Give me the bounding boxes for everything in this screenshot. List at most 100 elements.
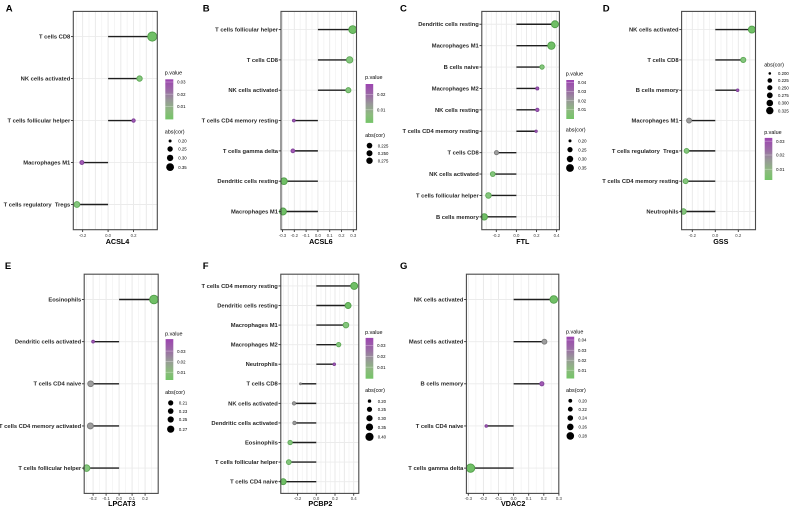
svg-text:-0.2: -0.2 — [480, 496, 488, 501]
svg-text:T cells regulatory Tregs: T cells regulatory Tregs — [612, 149, 679, 155]
svg-text:0.23: 0.23 — [179, 409, 188, 414]
svg-text:0.0: 0.0 — [513, 233, 520, 238]
svg-text:G: G — [400, 261, 407, 272]
svg-text:Macrophages M1: Macrophages M1 — [231, 209, 279, 215]
svg-text:LPCAT3: LPCAT3 — [108, 499, 135, 508]
svg-text:Macrophages M2: Macrophages M2 — [432, 86, 479, 92]
svg-text:0.4: 0.4 — [351, 496, 358, 501]
svg-text:Dendritic cells resting: Dendritic cells resting — [418, 22, 479, 28]
svg-text:NK cells activated: NK cells activated — [429, 172, 479, 178]
svg-text:0.1: 0.1 — [526, 496, 533, 501]
svg-text:p.value: p.value — [566, 329, 583, 335]
svg-text:-0.2: -0.2 — [291, 233, 299, 238]
svg-text:T cells CD4 memory resting: T cells CD4 memory resting — [201, 284, 278, 290]
svg-text:T cells CD4 memory resting: T cells CD4 memory resting — [402, 129, 479, 135]
svg-text:Dendritic cells activated: Dendritic cells activated — [211, 421, 278, 427]
svg-text:0.3: 0.3 — [556, 496, 563, 501]
svg-text:abs(cor): abs(cor) — [365, 388, 385, 394]
svg-text:-0.3: -0.3 — [465, 496, 473, 501]
svg-text:FTL: FTL — [516, 237, 530, 246]
svg-text:NK cells activated: NK cells activated — [629, 27, 679, 33]
svg-text:0.200: 0.200 — [778, 71, 789, 76]
svg-text:T cells gamma delta: T cells gamma delta — [223, 149, 279, 155]
svg-text:abs(cor): abs(cor) — [165, 130, 185, 136]
svg-text:0.2: 0.2 — [339, 233, 346, 238]
svg-text:0.0: 0.0 — [105, 233, 112, 238]
svg-text:0.02: 0.02 — [377, 354, 386, 359]
svg-text:0.28: 0.28 — [579, 434, 588, 439]
svg-text:0.03: 0.03 — [578, 89, 587, 94]
svg-text:Neutrophils: Neutrophils — [646, 209, 678, 215]
svg-text:NK cells activated: NK cells activated — [414, 297, 464, 303]
svg-text:0.04: 0.04 — [578, 338, 587, 343]
svg-text:B cells naive: B cells naive — [444, 65, 480, 71]
svg-text:0.02: 0.02 — [177, 92, 186, 97]
svg-text:Neutrophils: Neutrophils — [246, 362, 278, 368]
svg-text:0.20: 0.20 — [578, 139, 587, 144]
svg-text:NK cells activated: NK cells activated — [228, 88, 278, 94]
svg-text:0.03: 0.03 — [578, 348, 587, 353]
svg-text:0.0: 0.0 — [116, 496, 123, 501]
svg-text:0.2: 0.2 — [131, 233, 138, 238]
svg-text:0.20: 0.20 — [178, 139, 187, 144]
svg-text:0.01: 0.01 — [177, 370, 186, 375]
svg-text:F: F — [203, 261, 209, 272]
svg-text:Macrophages M1: Macrophages M1 — [632, 118, 680, 124]
svg-text:0.26: 0.26 — [579, 425, 588, 430]
svg-text:p.value: p.value — [764, 130, 781, 136]
svg-text:0.01: 0.01 — [377, 107, 386, 112]
svg-text:0.2: 0.2 — [142, 496, 149, 501]
svg-text:-0.1: -0.1 — [495, 496, 503, 501]
svg-text:p.value: p.value — [165, 70, 182, 76]
svg-text:Dendritic cells resting: Dendritic cells resting — [217, 303, 278, 309]
svg-text:0.1: 0.1 — [129, 496, 136, 501]
svg-text:T cells CD8: T cells CD8 — [39, 34, 71, 40]
svg-text:T cells CD4 naive: T cells CD4 naive — [416, 424, 464, 430]
svg-text:0.2: 0.2 — [735, 233, 742, 238]
svg-text:0.250: 0.250 — [378, 151, 389, 156]
svg-text:0.01: 0.01 — [578, 368, 587, 373]
svg-text:0.27: 0.27 — [179, 427, 188, 432]
svg-text:T cells CD4 memory resting: T cells CD4 memory resting — [602, 179, 679, 185]
svg-text:p.value: p.value — [165, 331, 182, 337]
svg-text:0.40: 0.40 — [378, 435, 387, 440]
svg-text:0.275: 0.275 — [778, 93, 789, 98]
svg-text:0.21: 0.21 — [179, 401, 188, 406]
svg-text:0.02: 0.02 — [177, 359, 186, 364]
svg-text:abs(cor): abs(cor) — [365, 133, 385, 139]
svg-text:Mast cells activated: Mast cells activated — [409, 340, 464, 346]
svg-text:0.24: 0.24 — [579, 416, 588, 421]
svg-text:0.30: 0.30 — [378, 416, 387, 421]
svg-text:T cells CD4 naive: T cells CD4 naive — [230, 480, 278, 486]
svg-text:-0.1: -0.1 — [302, 233, 310, 238]
svg-text:0.35: 0.35 — [178, 165, 187, 170]
svg-text:0.02: 0.02 — [578, 358, 587, 363]
svg-text:0.2: 0.2 — [541, 496, 548, 501]
svg-text:0.20: 0.20 — [579, 399, 588, 404]
svg-text:B: B — [203, 4, 210, 15]
svg-text:0.03: 0.03 — [177, 80, 186, 85]
svg-text:-0.2: -0.2 — [493, 233, 501, 238]
svg-text:T cells regulatory Tregs: T cells regulatory Tregs — [4, 202, 71, 208]
svg-text:B cells memory: B cells memory — [636, 88, 680, 94]
svg-text:ACSL6: ACSL6 — [309, 237, 333, 246]
svg-text:0.275: 0.275 — [378, 158, 389, 163]
svg-text:T cells CD4 memory resting: T cells CD4 memory resting — [202, 118, 279, 124]
svg-text:0.0: 0.0 — [511, 496, 518, 501]
svg-text:0.1: 0.1 — [327, 233, 334, 238]
svg-text:0.30: 0.30 — [578, 157, 587, 162]
svg-text:T cells follicular helper: T cells follicular helper — [416, 193, 480, 199]
svg-text:0.25: 0.25 — [178, 147, 187, 152]
svg-text:abs(cor): abs(cor) — [566, 128, 586, 134]
svg-text:0.225: 0.225 — [378, 143, 389, 148]
svg-text:GSS: GSS — [713, 237, 728, 246]
svg-text:-0.2: -0.2 — [79, 233, 87, 238]
svg-text:0.25: 0.25 — [378, 407, 387, 412]
svg-text:0.22: 0.22 — [579, 407, 588, 412]
svg-text:0.20: 0.20 — [378, 399, 387, 404]
svg-text:0.0: 0.0 — [315, 233, 322, 238]
svg-text:0.25: 0.25 — [578, 147, 587, 152]
svg-text:A: A — [6, 4, 13, 15]
svg-text:Dendritic cells resting: Dendritic cells resting — [217, 179, 278, 185]
svg-text:-0.1: -0.1 — [102, 496, 110, 501]
